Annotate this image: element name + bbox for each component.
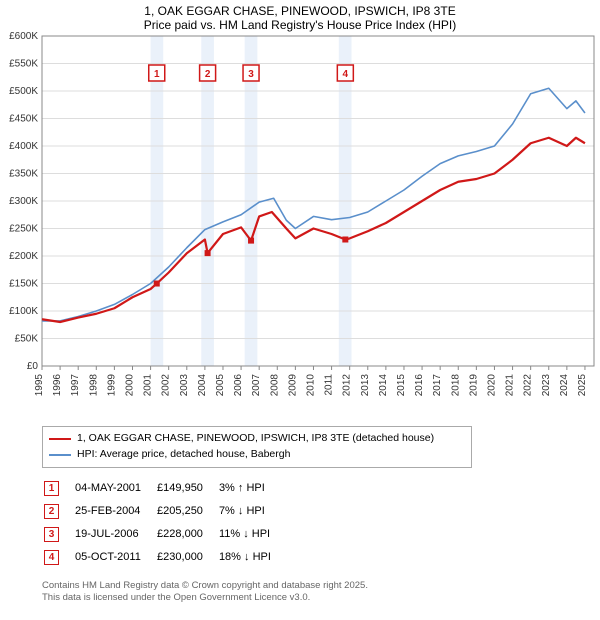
marker-num-box: 3	[44, 527, 59, 542]
svg-text:2020: 2020	[486, 374, 497, 397]
svg-text:2018: 2018	[450, 374, 461, 397]
marker-delta: 3% ↑ HPI	[219, 478, 285, 499]
svg-text:£500K: £500K	[9, 86, 38, 97]
svg-text:2019: 2019	[468, 374, 479, 397]
title-line1: 1, OAK EGGAR CHASE, PINEWOOD, IPSWICH, I…	[0, 4, 600, 18]
marker-date: 19-JUL-2006	[75, 524, 155, 545]
markers-table: 1 04-MAY-2001£149,9503% ↑ HPI 2 25-FEB-2004…	[42, 476, 287, 570]
marker-row: 1 04-MAY-2001£149,9503% ↑ HPI	[44, 478, 285, 499]
svg-text:2015: 2015	[396, 374, 407, 397]
marker-num-box: 4	[44, 550, 59, 565]
marker-price: £149,950	[157, 478, 217, 499]
svg-text:2009: 2009	[287, 374, 298, 397]
legend-swatch-red	[49, 438, 71, 441]
svg-text:3: 3	[248, 69, 254, 80]
page: 1, OAK EGGAR CHASE, PINEWOOD, IPSWICH, I…	[0, 0, 600, 620]
marker-delta: 11% ↓ HPI	[219, 524, 285, 545]
svg-text:£300K: £300K	[9, 196, 38, 207]
legend-label-blue: HPI: Average price, detached house, Babe…	[77, 447, 290, 463]
legend: 1, OAK EGGAR CHASE, PINEWOOD, IPSWICH, I…	[42, 426, 472, 468]
svg-text:4: 4	[343, 69, 349, 80]
svg-text:2023: 2023	[541, 374, 552, 397]
svg-text:2001: 2001	[143, 374, 154, 397]
svg-text:£50K: £50K	[15, 334, 39, 345]
svg-text:2004: 2004	[197, 374, 208, 397]
arrow-down-icon: ↓	[244, 551, 250, 563]
arrow-down-icon: ↓	[238, 505, 244, 517]
arrow-down-icon: ↓	[243, 528, 249, 540]
svg-text:2014: 2014	[378, 374, 389, 397]
svg-text:2024: 2024	[559, 374, 570, 397]
svg-text:2013: 2013	[360, 374, 371, 397]
svg-text:£200K: £200K	[9, 251, 38, 262]
svg-text:1999: 1999	[106, 374, 117, 397]
svg-text:2022: 2022	[523, 374, 534, 397]
svg-text:£350K: £350K	[9, 169, 38, 180]
svg-text:2025: 2025	[577, 374, 588, 397]
svg-text:2016: 2016	[414, 374, 425, 397]
marker-date: 04-MAY-2001	[75, 478, 155, 499]
svg-text:2008: 2008	[269, 374, 280, 397]
svg-text:2: 2	[205, 69, 211, 80]
legend-row-blue: HPI: Average price, detached house, Babe…	[49, 447, 465, 463]
svg-text:2005: 2005	[215, 374, 226, 397]
marker-date: 05-OCT-2011	[75, 547, 155, 568]
svg-text:1996: 1996	[52, 374, 63, 397]
legend-row-red: 1, OAK EGGAR CHASE, PINEWOOD, IPSWICH, I…	[49, 431, 465, 447]
marker-num-box: 2	[44, 504, 59, 519]
svg-text:1997: 1997	[70, 374, 81, 397]
svg-text:2003: 2003	[179, 374, 190, 397]
svg-text:1998: 1998	[88, 374, 99, 397]
marker-date: 25-FEB-2004	[75, 501, 155, 522]
svg-text:£450K: £450K	[9, 114, 38, 125]
svg-text:£400K: £400K	[9, 141, 38, 152]
svg-text:2000: 2000	[124, 374, 135, 397]
legend-swatch-blue	[49, 454, 71, 456]
marker-row: 3 19-JUL-2006£228,00011% ↓ HPI	[44, 524, 285, 545]
svg-text:£0: £0	[27, 361, 39, 372]
marker-price: £228,000	[157, 524, 217, 545]
svg-text:2010: 2010	[305, 374, 316, 397]
svg-text:1: 1	[154, 69, 160, 80]
marker-delta: 7% ↓ HPI	[219, 501, 285, 522]
marker-row: 2 25-FEB-2004£205,2507% ↓ HPI	[44, 501, 285, 522]
svg-text:2012: 2012	[342, 374, 353, 397]
svg-text:£100K: £100K	[9, 306, 38, 317]
svg-text:2002: 2002	[161, 374, 172, 397]
marker-price: £205,250	[157, 501, 217, 522]
marker-price: £230,000	[157, 547, 217, 568]
svg-text:2011: 2011	[324, 374, 335, 396]
title-line2: Price paid vs. HM Land Registry's House …	[0, 18, 600, 32]
svg-text:£150K: £150K	[9, 279, 38, 290]
title-block: 1, OAK EGGAR CHASE, PINEWOOD, IPSWICH, I…	[0, 0, 600, 32]
marker-delta: 18% ↓ HPI	[219, 547, 285, 568]
footer: Contains HM Land Registry data © Crown c…	[42, 580, 600, 605]
marker-num-box: 1	[44, 481, 59, 496]
svg-text:£550K: £550K	[9, 59, 38, 70]
footer-line1: Contains HM Land Registry data © Crown c…	[42, 580, 600, 592]
svg-text:2017: 2017	[432, 374, 443, 397]
svg-text:1995: 1995	[34, 374, 45, 397]
svg-text:£250K: £250K	[9, 224, 38, 235]
legend-label-red: 1, OAK EGGAR CHASE, PINEWOOD, IPSWICH, I…	[77, 431, 434, 447]
arrow-up-icon: ↑	[238, 482, 244, 494]
svg-text:2006: 2006	[233, 374, 244, 397]
marker-row: 4 05-OCT-2011£230,00018% ↓ HPI	[44, 547, 285, 568]
svg-text:2021: 2021	[505, 374, 516, 397]
chart: £0 £50K £100K £150K £200K £250K £300K £350K £400…	[0, 32, 600, 420]
footer-line2: This data is licensed under the Open Gov…	[42, 592, 600, 604]
svg-text:2007: 2007	[251, 374, 262, 397]
svg-text:£600K: £600K	[9, 32, 38, 42]
chart-svg: £0 £50K £100K £150K £200K £250K £300K £350K £400…	[0, 32, 600, 420]
